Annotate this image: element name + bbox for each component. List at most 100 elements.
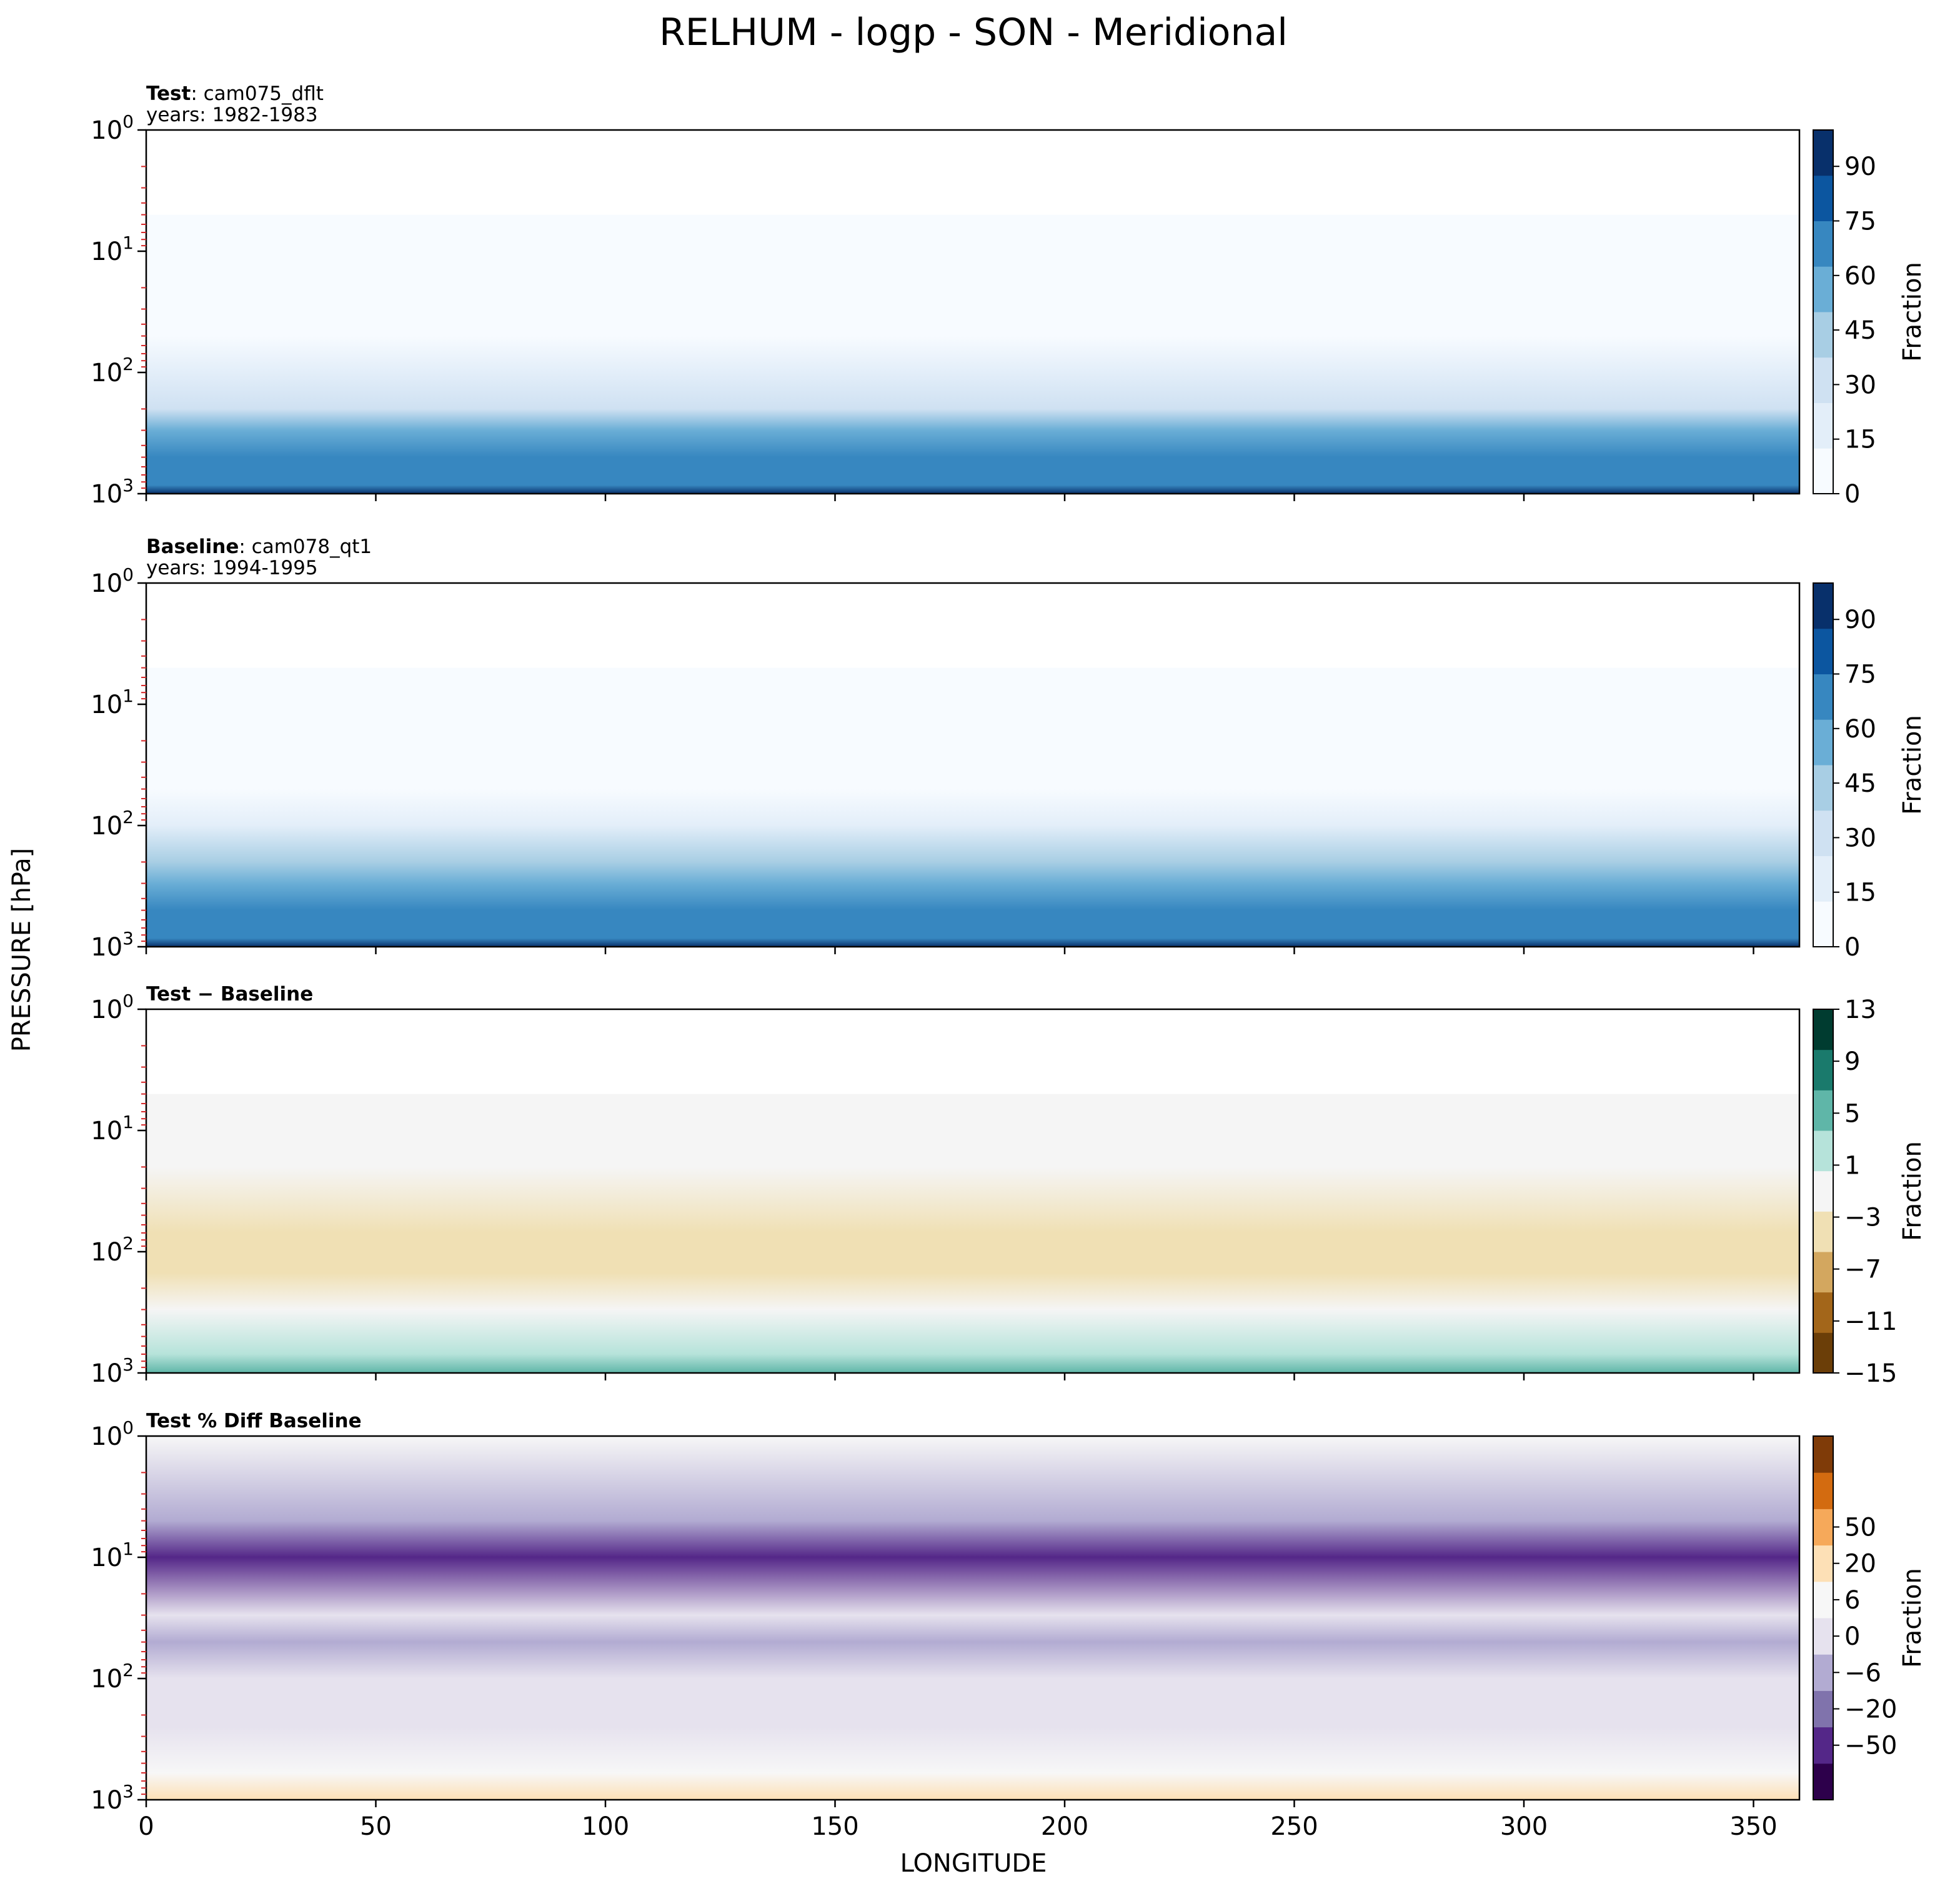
colorbar-tick-label: 45 xyxy=(1844,316,1876,345)
colorbar-label: Fraction xyxy=(1898,262,1927,362)
y-tick-label: 102 xyxy=(91,807,134,841)
colorbar-tick-label: −50 xyxy=(1844,1732,1897,1760)
panel-years: years: 1982-1983 xyxy=(146,104,318,126)
colorbar-band xyxy=(1813,1170,1833,1212)
colorbar-band xyxy=(1813,312,1833,358)
panel-title: Baseline: cam078_qt1 xyxy=(146,536,372,558)
x-tick-label: 300 xyxy=(1500,1812,1548,1841)
colorbar-tick-label: 60 xyxy=(1844,715,1876,744)
y-tick-label: 101 xyxy=(91,1112,134,1145)
colorbar-frame xyxy=(1813,129,1834,494)
colorbar-band xyxy=(1813,1090,1833,1131)
x-tick-label: 150 xyxy=(811,1812,858,1841)
y-axis-label: PRESSURE [hPa] xyxy=(7,848,36,1052)
colorbar-band xyxy=(1813,1581,1833,1619)
colorbar-band xyxy=(1813,221,1833,267)
colorbar-band xyxy=(1813,1130,1833,1172)
x-tick-label: 100 xyxy=(582,1812,629,1841)
colorbar-label: Fraction xyxy=(1898,1568,1927,1668)
colorbar-tick-label: 9 xyxy=(1844,1047,1860,1076)
colorbar-band xyxy=(1813,674,1833,720)
colorbar-tick-label: 20 xyxy=(1844,1550,1876,1579)
colorbar-tick-label: −20 xyxy=(1844,1695,1897,1724)
x-axis-label: LONGITUDE xyxy=(900,1849,1047,1878)
colorbar-tick-label: 0 xyxy=(1844,933,1860,962)
colorbar-tick-label: 75 xyxy=(1844,207,1876,236)
y-tick-label: 101 xyxy=(91,232,134,266)
colorbar-tick-label: 60 xyxy=(1844,262,1876,291)
colorbar-tick-label: −7 xyxy=(1844,1255,1881,1284)
x-tick-label: 0 xyxy=(138,1812,154,1841)
y-tick-label: 101 xyxy=(91,686,134,719)
colorbar-band xyxy=(1813,1049,1833,1090)
colorbar-frame xyxy=(1813,1009,1834,1374)
colorbar-band xyxy=(1813,1436,1833,1473)
colorbar-band xyxy=(1813,1009,1833,1050)
colorbar-label: Fraction xyxy=(1898,715,1927,815)
colorbar-tick-label: 50 xyxy=(1844,1514,1876,1542)
masked-top xyxy=(146,130,1799,215)
y-tick-label: 103 xyxy=(91,1354,134,1388)
colorbar-tick-label: 6 xyxy=(1844,1586,1860,1615)
colorbar-tick-label: 0 xyxy=(1844,480,1860,509)
colorbar-band xyxy=(1813,719,1833,766)
colorbar-tick-label: −6 xyxy=(1844,1659,1881,1687)
colorbar-band xyxy=(1813,1763,1833,1800)
colorbar-band xyxy=(1813,810,1833,856)
panel-title-bold: Test − Baseline xyxy=(146,983,313,1005)
colorbar-band xyxy=(1813,1472,1833,1509)
colorbar-tick-label: 30 xyxy=(1844,371,1876,399)
colorbar-band xyxy=(1813,628,1833,674)
figure-title: RELHUM - logp - SON - Meridional xyxy=(659,11,1288,54)
panel-title: Test: cam075_dflt xyxy=(146,82,324,105)
colorbar-tick-label: 75 xyxy=(1844,661,1876,689)
plot-frame xyxy=(145,1008,1801,1374)
panel-title-bold: Test xyxy=(146,82,191,105)
colorbar-band xyxy=(1813,1211,1833,1252)
panel-title: Test − Baseline xyxy=(146,983,313,1005)
y-tick-label: 103 xyxy=(91,1781,134,1815)
colorbar-frame xyxy=(1813,1435,1834,1800)
colorbar-band xyxy=(1813,856,1833,902)
y-tick-label: 102 xyxy=(91,1660,134,1694)
colorbar-tick-label: 15 xyxy=(1844,426,1876,454)
colorbar-band xyxy=(1813,1252,1833,1293)
colorbar-band xyxy=(1813,266,1833,312)
y-tick-label: 102 xyxy=(91,1233,134,1267)
colorbar-tick-label: 0 xyxy=(1844,1622,1860,1651)
colorbar-band xyxy=(1813,1690,1833,1728)
plot-frame xyxy=(145,582,1801,948)
panel-title-rest: : cam078_qt1 xyxy=(239,536,372,558)
colorbar-band xyxy=(1813,1654,1833,1691)
colorbar-frame xyxy=(1813,582,1834,947)
colorbar-tick-label: 1 xyxy=(1844,1151,1860,1180)
x-tick-label: 50 xyxy=(360,1812,392,1841)
colorbar-band xyxy=(1813,1618,1833,1655)
colorbar-tick-label: 15 xyxy=(1844,879,1876,907)
colorbar-tick-label: −15 xyxy=(1844,1359,1897,1388)
plot-frame xyxy=(145,129,1801,495)
masked-top xyxy=(146,583,1799,668)
plot-frame xyxy=(145,1435,1801,1801)
panel-title: Test % Diff Baseline xyxy=(146,1410,362,1432)
colorbar-band xyxy=(1813,765,1833,811)
colorbar-tick-label: 45 xyxy=(1844,769,1876,798)
y-tick-label: 100 xyxy=(91,564,134,598)
y-tick-label: 100 xyxy=(91,1417,134,1451)
colorbar-band xyxy=(1813,448,1833,494)
colorbar-tick-label: 5 xyxy=(1844,1099,1860,1128)
colorbar-tick-label: 90 xyxy=(1844,152,1876,181)
colorbar-band xyxy=(1813,1509,1833,1546)
colorbar-band xyxy=(1813,583,1833,629)
colorbar-label: Fraction xyxy=(1898,1141,1927,1241)
panel-title-rest: : cam075_dflt xyxy=(191,82,324,105)
colorbar-tick-label: 30 xyxy=(1844,824,1876,852)
colorbar-band xyxy=(1813,1545,1833,1582)
y-tick-label: 100 xyxy=(91,111,134,145)
colorbar-band xyxy=(1813,1727,1833,1764)
